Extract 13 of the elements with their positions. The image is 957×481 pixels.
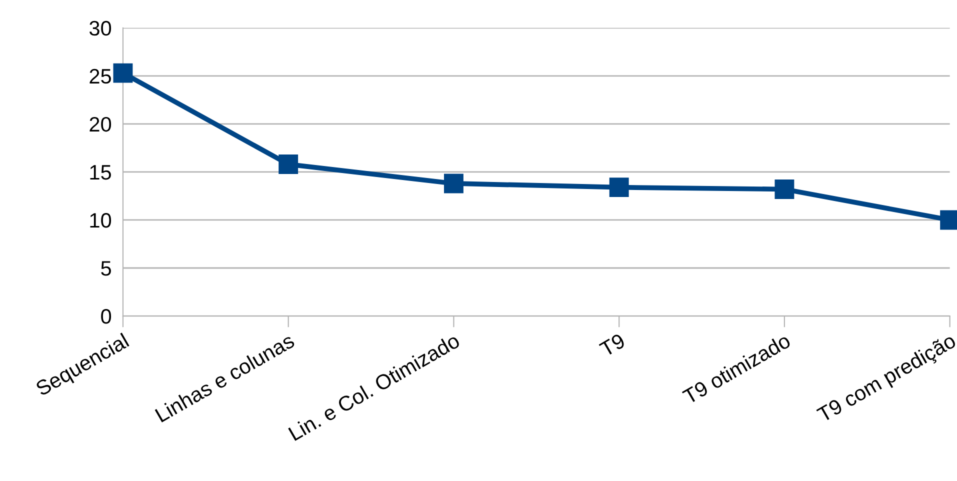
point: [774, 180, 794, 199]
point: [278, 154, 298, 174]
y-tick-label: 30: [89, 20, 112, 36]
y-tick-label: 20: [90, 116, 112, 132]
y-tick-label: 10: [90, 212, 112, 228]
x-tick-label: T9: [598, 332, 626, 358]
y-tick-label: 0: [101, 309, 112, 324]
y-tick-label: 5: [101, 261, 111, 276]
y-tick-label: 15: [90, 165, 111, 180]
y-tick-label: 25: [90, 68, 111, 84]
point: [113, 63, 133, 83]
point: [609, 178, 629, 198]
point: [444, 174, 464, 194]
